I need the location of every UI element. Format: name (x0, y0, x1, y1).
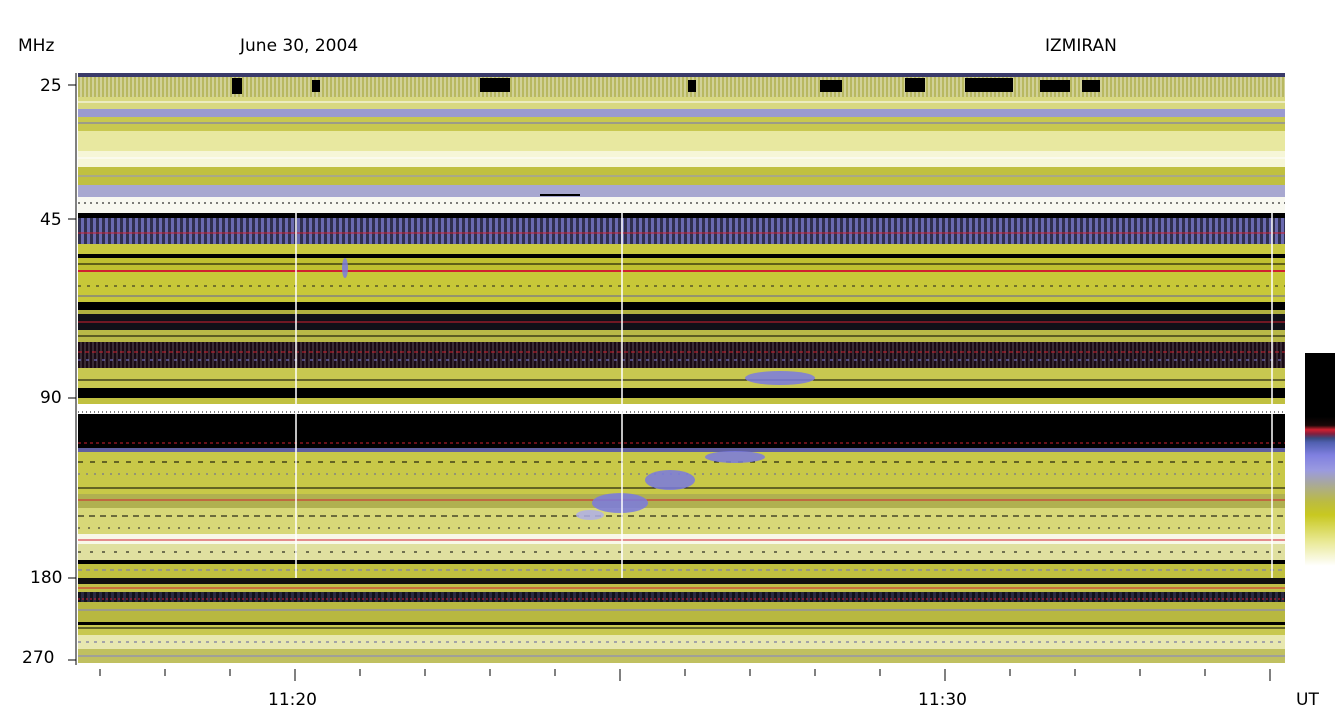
band (78, 73, 1285, 77)
band (78, 388, 1285, 398)
burst-blob (342, 258, 348, 278)
burst-blob (576, 510, 604, 520)
y-tick-label: 180 (30, 568, 63, 588)
y-tick-label: 90 (40, 388, 62, 408)
band (78, 272, 1285, 302)
top-band-blobs (232, 78, 1100, 196)
band (78, 151, 1285, 167)
data-gap-lines (295, 213, 1273, 578)
band (78, 534, 1285, 544)
chart-date-title: June 30, 2004 (240, 36, 359, 56)
x-tick-label: 11:20 (268, 690, 317, 710)
y-axis-ticks (68, 84, 76, 661)
band (78, 218, 1285, 244)
blob (480, 78, 510, 92)
band (78, 97, 1285, 109)
band (78, 625, 1285, 635)
burst-blob (705, 451, 765, 463)
band (78, 578, 1285, 584)
spectrogram-bands (78, 73, 1285, 663)
blob (312, 80, 320, 92)
band (78, 560, 1285, 564)
band (78, 117, 1285, 131)
burst-blob (645, 470, 695, 490)
y-tick-label: 25 (40, 76, 62, 96)
band (78, 494, 1285, 508)
band (78, 302, 1285, 310)
band (78, 109, 1285, 117)
blob (1040, 80, 1070, 92)
band (78, 508, 1285, 534)
band (78, 270, 1285, 272)
intensity-colorbar (1305, 353, 1335, 566)
band (78, 368, 1285, 388)
burst-blob (745, 371, 815, 385)
band (78, 448, 1285, 452)
y-tick-label: 45 (40, 210, 62, 230)
band (78, 622, 1285, 625)
band (78, 602, 1285, 622)
blob (905, 78, 925, 92)
blob (965, 78, 1013, 92)
band (78, 310, 1285, 314)
band (78, 185, 1285, 197)
y-tick-label: 270 (22, 648, 55, 668)
interference-lines (78, 101, 1285, 657)
x-tick-label: 11:30 (918, 690, 967, 710)
band (78, 592, 1285, 602)
radio-burst (342, 258, 815, 520)
band (78, 342, 1285, 368)
band (78, 398, 1285, 404)
band (78, 131, 1285, 151)
band (78, 244, 1285, 254)
blob (540, 194, 580, 196)
blob (820, 80, 842, 92)
band (78, 77, 1285, 97)
blob (1082, 80, 1100, 92)
band (78, 635, 1285, 649)
x-unit-label: UT (1296, 690, 1319, 710)
band (78, 213, 1285, 218)
band (78, 414, 1285, 448)
band (78, 544, 1285, 560)
band (78, 254, 1285, 258)
burst-blob (592, 493, 648, 513)
blob (688, 80, 696, 92)
station-label: IZMIRAN (1045, 36, 1117, 56)
band (78, 404, 1285, 414)
x-axis-ticks (99, 669, 1271, 681)
y-unit-label: MHz (18, 36, 55, 56)
band (78, 197, 1285, 213)
band (78, 564, 1285, 578)
blob (232, 78, 242, 94)
